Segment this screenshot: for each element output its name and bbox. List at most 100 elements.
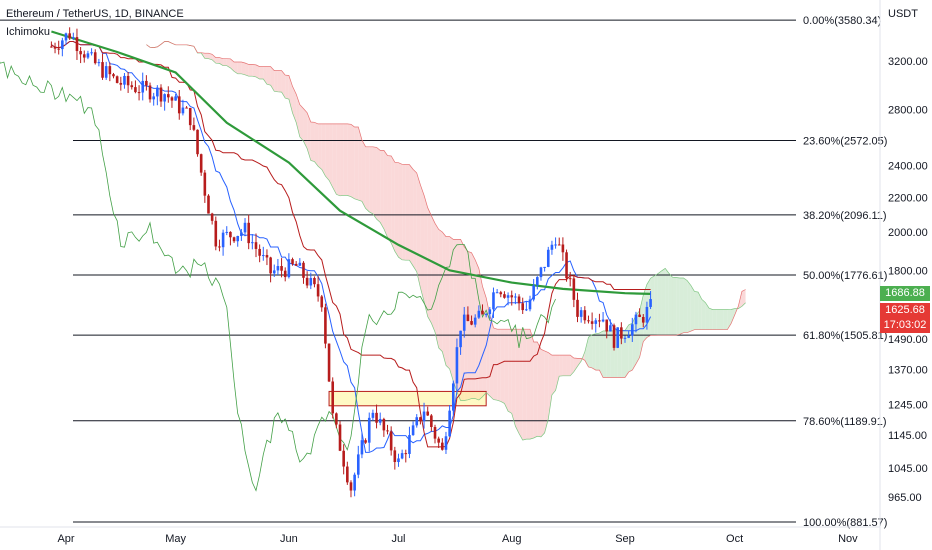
candle-body (499, 292, 503, 295)
candle-body (276, 266, 280, 271)
cloud-segment (442, 232, 446, 366)
cloud-segment (467, 251, 472, 400)
candle-body (309, 278, 313, 286)
candle-body (371, 412, 375, 418)
cloud-segment (533, 341, 538, 439)
cloud-segment (281, 70, 286, 99)
time-tick: Apr (57, 533, 74, 545)
cloud-segment (603, 330, 607, 378)
cloud-segment (449, 236, 454, 382)
price-axis-unit[interactable]: USDT (888, 8, 918, 20)
cloud-segment (431, 215, 436, 333)
candle-body (422, 411, 426, 422)
cloud-segment (237, 62, 242, 74)
candle-body (188, 107, 192, 126)
candle-body (82, 54, 86, 58)
candle-body (163, 94, 166, 102)
cloud-segment (657, 270, 662, 336)
cloud-segment (325, 123, 330, 181)
candle-body (320, 296, 324, 308)
cloud-segment (438, 229, 443, 352)
cloud-segment (577, 358, 582, 367)
cloud-segment (292, 86, 297, 123)
cloud-segment (723, 309, 728, 330)
cloud-segment (372, 146, 377, 220)
candle-body (397, 458, 400, 463)
candle-body (152, 96, 155, 100)
cloud-segment (526, 329, 531, 440)
cloud-segment (303, 108, 308, 149)
cloud-segment (321, 123, 326, 177)
candle-body (525, 309, 528, 311)
candle-body (378, 418, 382, 423)
price-tick: 1370.00 (888, 365, 928, 377)
cloud-segment (332, 123, 337, 195)
cloud-segment (413, 169, 417, 272)
candle-body (543, 266, 546, 268)
cloud-segment (223, 58, 227, 66)
time-tick: Sep (615, 533, 635, 545)
price-tick: 1045.00 (888, 463, 928, 475)
candle-body (167, 94, 170, 98)
candle-body (437, 438, 440, 443)
cloud-segment (559, 355, 563, 377)
candle-body (90, 52, 93, 54)
candle-body (57, 48, 60, 50)
time-tick: May (165, 533, 186, 545)
candle-body (576, 299, 579, 317)
candle-body (79, 51, 82, 55)
candle-body (598, 320, 601, 322)
cloud-segment (416, 172, 421, 288)
price-tick: 1245.00 (888, 399, 928, 411)
candle-body (386, 430, 389, 432)
chart-title[interactable]: Ethereum / TetherUS, 1D, BINANCE (6, 8, 184, 20)
candle-body (298, 262, 302, 266)
cloud-segment (299, 104, 304, 142)
cloud-segment (522, 329, 527, 441)
candle-body (72, 37, 75, 39)
candle-body (115, 76, 119, 83)
candle-body (86, 53, 90, 58)
candle-body (623, 337, 627, 339)
cloud-segment (241, 62, 246, 75)
indicator-label[interactable]: Ichimoku (6, 26, 51, 38)
cloud-segment (361, 139, 366, 209)
cloud-segment (500, 329, 505, 404)
fib-label: 23.60%(2572.05) (803, 135, 887, 147)
candle-body (430, 415, 433, 428)
cloud-segment (712, 309, 717, 330)
fib-label: 50.00%(1776.61) (803, 270, 887, 282)
fib-label: 78.60%(1189.91) (803, 416, 887, 428)
candle-body (587, 320, 590, 322)
candle-body (170, 97, 174, 101)
cloud-segment (314, 122, 319, 167)
candle-body (645, 306, 649, 323)
candle-body (283, 270, 287, 278)
fib-label: 61.80%(1505.81) (803, 330, 887, 342)
candle-body (221, 232, 225, 248)
cloud-segment (259, 66, 264, 80)
cloud-segment (665, 268, 669, 336)
cloud-segment (478, 268, 483, 401)
cloud-segment (380, 150, 384, 229)
candle-body (455, 347, 459, 384)
candle-body (546, 249, 550, 267)
candle-body (218, 246, 221, 248)
cloud-segment (705, 302, 710, 330)
cloud-segment (354, 127, 359, 201)
cloud-segment (606, 330, 611, 378)
cloud-segment (511, 329, 516, 427)
candle-body (503, 294, 506, 298)
price-tick: 1800.00 (888, 265, 928, 277)
candle-body (75, 37, 79, 52)
candle-body (415, 417, 419, 426)
candle-body (159, 87, 163, 102)
candle-body (572, 278, 576, 300)
cloud-segment (274, 70, 278, 92)
candle-body (364, 440, 367, 443)
cloud-segment (555, 355, 560, 391)
cloud-segment (508, 329, 512, 414)
candle-body (101, 62, 104, 78)
candle-body (477, 310, 481, 318)
